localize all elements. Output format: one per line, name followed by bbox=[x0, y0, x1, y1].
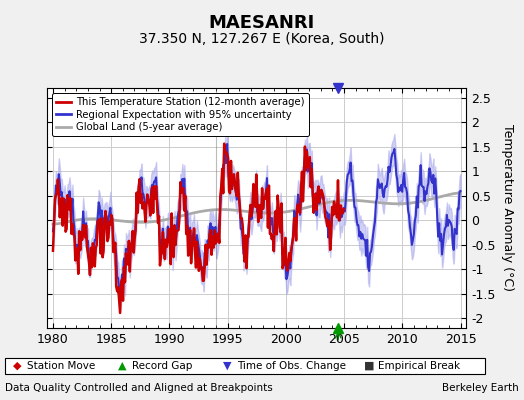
Text: ■: ■ bbox=[364, 361, 375, 371]
Legend: This Temperature Station (12-month average), Regional Expectation with 95% uncer: This Temperature Station (12-month avera… bbox=[52, 93, 309, 136]
Y-axis label: Temperature Anomaly (°C): Temperature Anomaly (°C) bbox=[501, 124, 514, 292]
Text: MAESANRI: MAESANRI bbox=[209, 14, 315, 32]
Text: Station Move: Station Move bbox=[27, 361, 95, 371]
Text: 37.350 N, 127.267 E (Korea, South): 37.350 N, 127.267 E (Korea, South) bbox=[139, 32, 385, 46]
Text: ◆: ◆ bbox=[13, 361, 21, 371]
Text: Data Quality Controlled and Aligned at Breakpoints: Data Quality Controlled and Aligned at B… bbox=[5, 383, 273, 393]
Text: ▼: ▼ bbox=[223, 361, 231, 371]
Text: ▲: ▲ bbox=[118, 361, 126, 371]
Text: Record Gap: Record Gap bbox=[132, 361, 192, 371]
Text: Berkeley Earth: Berkeley Earth bbox=[442, 383, 519, 393]
Text: Empirical Break: Empirical Break bbox=[378, 361, 461, 371]
Text: Time of Obs. Change: Time of Obs. Change bbox=[237, 361, 346, 371]
